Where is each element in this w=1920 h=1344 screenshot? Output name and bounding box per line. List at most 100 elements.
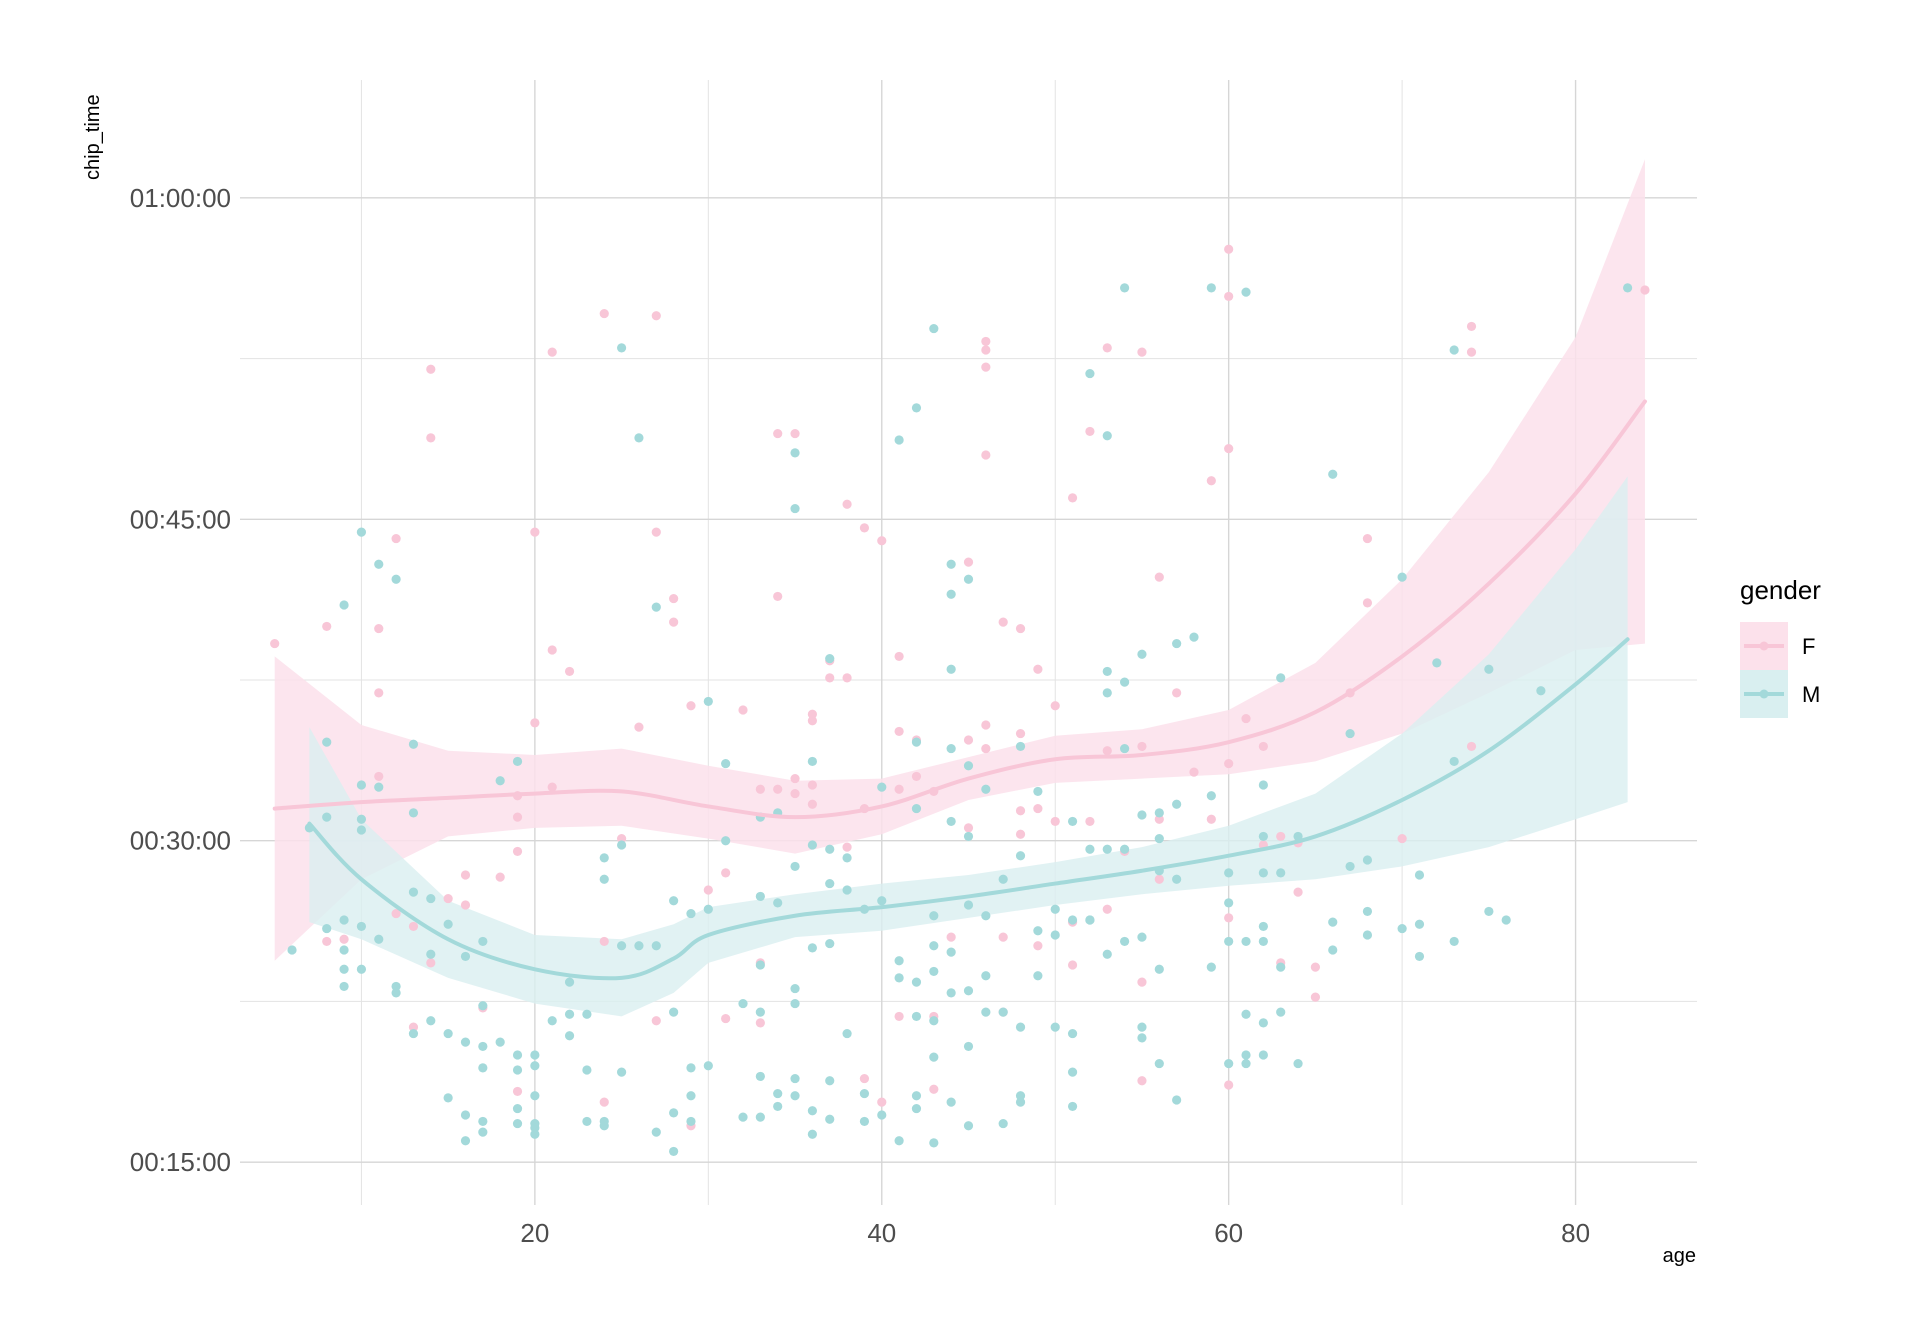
point-m (1414, 919, 1425, 929)
point-f (790, 428, 800, 439)
legend-key-m-dot (1759, 689, 1769, 699)
point-m (1328, 945, 1338, 955)
y-tick-label: 01:00:00 (130, 183, 231, 213)
point-m (356, 814, 367, 824)
point-f (859, 523, 870, 533)
point-m (1449, 936, 1459, 947)
point-m (1015, 1022, 1026, 1032)
point-m (755, 891, 765, 902)
point-f (374, 623, 384, 634)
point-m (1536, 686, 1546, 696)
point-f (1067, 960, 1078, 970)
point-m (790, 448, 800, 458)
point-m (755, 1112, 765, 1122)
point-f (721, 868, 731, 878)
point-m (929, 323, 939, 334)
point-f (1397, 833, 1407, 844)
point-f (686, 701, 696, 711)
point-m (1414, 951, 1425, 962)
point-m (408, 739, 419, 749)
legend-label-m: M (1802, 682, 1820, 707)
point-f (599, 308, 609, 319)
point-m (842, 853, 852, 863)
point-m (1120, 283, 1130, 293)
point-m (669, 896, 679, 906)
point-m (825, 878, 835, 889)
point-m (1085, 844, 1095, 854)
point-m (790, 1091, 800, 1101)
point-m (669, 1146, 679, 1157)
point-m (443, 1093, 453, 1103)
point-m (1484, 906, 1494, 917)
point-m (686, 908, 696, 919)
point-f (669, 593, 679, 604)
point-m (1067, 816, 1078, 827)
point-f (911, 771, 922, 782)
point-m (998, 1118, 1008, 1129)
point-m (1276, 1007, 1286, 1017)
point-f (651, 527, 661, 537)
point-f (1310, 992, 1321, 1002)
point-m (512, 1065, 523, 1075)
point-m (651, 1127, 661, 1137)
trend-line-f (272, 399, 1647, 820)
point-m (1033, 926, 1043, 936)
point-m (963, 574, 974, 584)
point-m (1293, 1058, 1303, 1069)
x-tick-label: 20 (520, 1218, 549, 1248)
point-m (530, 1061, 540, 1071)
point-m (1033, 971, 1043, 981)
point-m (634, 941, 644, 951)
point-m (582, 1009, 592, 1019)
point-m (1050, 904, 1060, 914)
point-f (1224, 443, 1234, 454)
point-f (512, 1086, 523, 1097)
point-m (582, 1116, 592, 1127)
point-m (911, 1091, 922, 1101)
point-m (1137, 810, 1147, 820)
point-f (998, 617, 1008, 627)
point-f (773, 428, 783, 439)
point-m (426, 949, 436, 959)
point-m (1067, 1067, 1078, 1077)
point-m (1067, 1101, 1078, 1112)
point-m (1328, 917, 1338, 927)
point-m (460, 1136, 471, 1146)
point-m (1432, 658, 1442, 668)
point-f (599, 936, 609, 947)
point-f (1015, 829, 1026, 839)
point-f (443, 893, 453, 904)
point-m (495, 776, 505, 786)
point-m (1120, 844, 1130, 854)
point-m (1137, 932, 1147, 942)
point-f (981, 362, 991, 372)
point-f (512, 846, 523, 857)
point-f (981, 743, 991, 754)
point-f (1067, 493, 1078, 503)
point-f (981, 345, 991, 355)
point-m (1120, 677, 1130, 687)
point-m (339, 981, 349, 992)
point-f (460, 870, 471, 880)
point-f (1033, 803, 1043, 814)
point-m (998, 874, 1008, 884)
point-f (807, 716, 817, 726)
y-tick-label: 00:30:00 (130, 826, 231, 856)
point-f (1276, 831, 1286, 842)
point-m (946, 816, 956, 827)
point-m (1241, 936, 1251, 947)
point-m (1414, 870, 1425, 880)
point-f (1015, 623, 1026, 634)
point-m (929, 941, 939, 951)
legend-label-f: F (1802, 634, 1815, 659)
point-m (356, 825, 367, 835)
x-tick-labels: 20 40 60 80 (520, 1218, 1590, 1248)
point-m (790, 998, 800, 1009)
y-tick-label: 00:15:00 (130, 1147, 231, 1177)
point-m (1241, 287, 1251, 297)
point-f (634, 722, 644, 732)
point-f (547, 645, 557, 655)
point-m (1328, 469, 1338, 479)
point-m (1397, 572, 1407, 582)
point-f (426, 958, 436, 968)
